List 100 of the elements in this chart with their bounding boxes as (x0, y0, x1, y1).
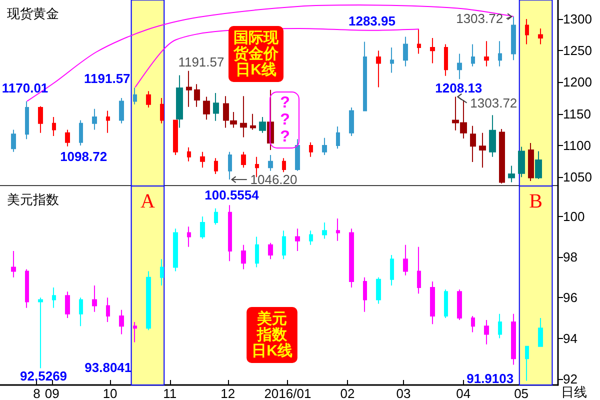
candlestick (106, 110, 110, 134)
candlestick (471, 315, 475, 333)
candlestick (471, 44, 475, 67)
y-tick-label: 100 (563, 208, 585, 224)
candlestick (457, 53, 462, 80)
candlestick (417, 246, 421, 294)
x-tick-label: 11 (163, 386, 177, 400)
annotation: 92.5269 (20, 368, 68, 384)
candlestick (52, 116, 56, 137)
candlestick (390, 254, 394, 286)
y-tick-label: 1150 (563, 106, 591, 122)
candlestick (65, 129, 70, 147)
annotation: 1303.72 (456, 11, 504, 26)
candlestick (282, 230, 286, 260)
y-tick-label: 92 (563, 371, 578, 386)
candlestick (511, 16, 516, 61)
candlestick (336, 218, 340, 242)
annotation: 1283.95 (348, 14, 396, 29)
candlestick (173, 228, 178, 272)
annotation: 国际现货金价日K线 (232, 30, 280, 78)
candlestick (390, 46, 394, 74)
candlestick (363, 276, 367, 312)
candlestick (160, 258, 164, 286)
candlestick (322, 137, 327, 156)
candlestick (535, 150, 542, 180)
candlestick (92, 285, 97, 312)
candlestick (214, 158, 218, 174)
x-tick-label: 2016/01 (264, 386, 312, 400)
candlestick (309, 230, 313, 246)
annotation: 1208.13 (435, 80, 482, 96)
candlestick (241, 151, 246, 168)
candlestick (133, 87, 137, 105)
candlestick (528, 142, 534, 182)
candlestick (160, 98, 164, 124)
candlestick (194, 84, 200, 108)
band-label: B (529, 190, 542, 212)
candlestick (250, 113, 256, 130)
candlestick (525, 346, 529, 382)
y-tick-label: 96 (563, 290, 578, 306)
annotation: 100.5554 (204, 188, 260, 203)
candlestick (223, 96, 229, 128)
candlestick (38, 297, 43, 369)
annotation: 美元指数日K线 (252, 310, 292, 360)
candlestick (538, 317, 543, 347)
y-tick-label: 98 (563, 250, 578, 265)
candlestick (376, 50, 381, 88)
candlestick (133, 322, 137, 343)
candlestick (470, 125, 476, 162)
candlestick (268, 154, 273, 172)
candlestick (146, 90, 151, 108)
candlestick (282, 158, 286, 173)
annotation: 1098.72 (60, 148, 108, 164)
candlestick (376, 276, 381, 304)
candlestick (499, 128, 505, 184)
candlestick (38, 106, 43, 134)
candlestick (200, 216, 205, 240)
candlestick (65, 291, 70, 318)
x-tick-label: 02 (340, 386, 355, 400)
candlestick (241, 244, 246, 270)
candlestick (92, 108, 97, 130)
band-label: A (140, 190, 156, 212)
annotation: ??? (280, 94, 290, 146)
candlestick (187, 226, 191, 248)
candlestick (498, 313, 502, 339)
candlestick (484, 40, 489, 67)
candlestick (336, 126, 340, 150)
y-tick-label: 94 (563, 330, 578, 346)
candlestick (255, 236, 259, 268)
candlestick (176, 74, 183, 128)
candlestick (518, 146, 525, 178)
candlestick (173, 120, 178, 156)
annotation: 1170.01 (2, 80, 48, 96)
candlestick (25, 268, 29, 308)
annotation: 93.8041 (84, 360, 132, 375)
candlestick (79, 120, 83, 146)
candlestick (214, 208, 218, 226)
x-tick-label: 04 (456, 386, 471, 400)
candlestick (106, 297, 110, 323)
candlestick (430, 37, 435, 64)
candlestick (444, 44, 448, 76)
candlestick (11, 129, 16, 152)
candlestick (444, 289, 448, 318)
text: 现货黄金 (7, 6, 59, 21)
x-tick-label: 12 (220, 386, 236, 400)
candlestick (430, 280, 435, 325)
x-tick-label: 10 (102, 386, 118, 400)
candlestick (52, 287, 56, 308)
candlestick (268, 242, 273, 260)
candlestick (79, 297, 83, 327)
y-tick-label: 1250 (563, 43, 592, 58)
x-tick-label: 03 (396, 386, 411, 400)
candlestick (213, 92, 219, 122)
candlestick (228, 151, 232, 180)
annotation: 1191.57 (178, 54, 224, 70)
candlestick (119, 98, 124, 124)
candlestick (228, 204, 232, 262)
candlestick (240, 96, 247, 138)
candlestick (259, 116, 266, 134)
x-tick-label: 09 (44, 386, 60, 400)
candlestick (200, 151, 205, 168)
